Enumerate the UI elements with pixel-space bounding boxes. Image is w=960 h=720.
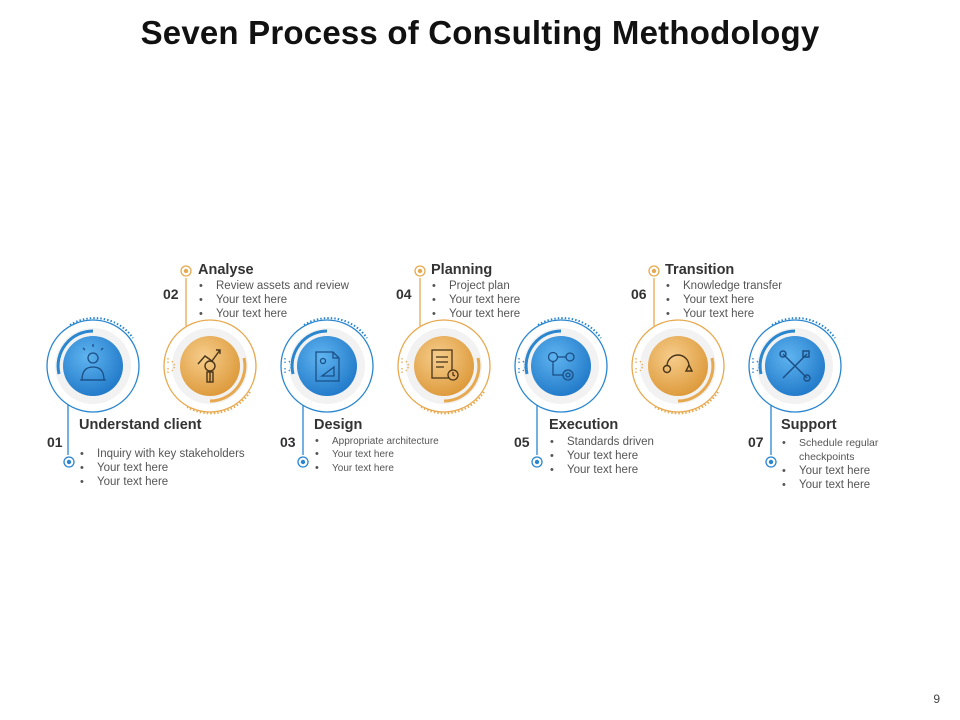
step-05-graphic — [514, 317, 608, 468]
bullet-item: Knowledge transfer — [665, 279, 782, 293]
page-number: 9 — [933, 692, 940, 706]
consultant-icon — [80, 344, 106, 381]
bullet-item: Project plan — [431, 279, 520, 293]
plan-document-icon — [431, 349, 459, 381]
step-07-graphic — [748, 317, 842, 468]
step-bullets: Inquiry with key stakeholders Your text … — [79, 447, 245, 489]
design-document-icon — [315, 351, 340, 382]
bullet-item: Your text here — [79, 461, 245, 475]
step-bullets: Schedule regular checkpoints Your text h… — [781, 437, 901, 492]
step-number: 06 — [631, 286, 647, 302]
bullet-item: Your text here — [549, 449, 654, 463]
step-number: 02 — [163, 286, 179, 302]
bullet-item: Schedule regular checkpoints — [781, 437, 901, 464]
analysis-chart-icon — [197, 349, 221, 383]
bullet-item: Your text here — [549, 463, 654, 477]
step-bullets: Standards driven Your text here Your tex… — [549, 435, 654, 477]
bullet-item: Your text here — [79, 475, 245, 489]
bullet-item: Your text here — [314, 462, 439, 476]
transition-cycle-icon — [662, 354, 694, 374]
gears-workflow-icon — [547, 351, 575, 381]
step-01-graphic — [46, 317, 140, 468]
step-bullets: Review assets and review Your text here … — [198, 279, 349, 321]
bullet-item: Your text here — [781, 478, 901, 492]
step-number: 04 — [396, 286, 412, 302]
bullet-item: Review assets and review — [198, 279, 349, 293]
step-title: Analyse — [198, 262, 254, 278]
bullet-item: Your text here — [665, 293, 782, 307]
step-04-graphic — [397, 265, 491, 415]
page-title: Seven Process of Consulting Methodology — [140, 14, 820, 51]
bullet-item: Your text here — [431, 293, 520, 307]
bullet-item: Your text here — [198, 307, 349, 321]
bullet-item: Your text here — [665, 307, 782, 321]
step-bullets: Appropriate architecture Your text here … — [314, 435, 439, 475]
step-title: Transition — [665, 262, 735, 278]
bullet-item: Your text here — [314, 448, 439, 462]
step-title: Design — [314, 417, 363, 433]
step-bullets: Project plan Your text here Your text he… — [431, 279, 520, 321]
step-title: Understand client — [79, 417, 202, 433]
bullet-item: Appropriate architecture — [314, 435, 439, 449]
step-02-graphic — [163, 265, 257, 415]
step-06-graphic — [631, 265, 725, 415]
bullet-item: Your text here — [431, 307, 520, 321]
bullet-item: Your text here — [781, 464, 901, 478]
step-number: 03 — [280, 434, 296, 450]
step-number: 05 — [514, 434, 530, 450]
step-number: 01 — [47, 434, 63, 450]
bullet-item: Your text here — [198, 293, 349, 307]
step-title: Planning — [431, 262, 493, 278]
bullet-item: Inquiry with key stakeholders — [79, 447, 245, 461]
tools-support-icon — [779, 350, 811, 382]
bullet-item: Standards driven — [549, 435, 654, 449]
step-title: Support — [781, 417, 837, 433]
step-bullets: Knowledge transfer Your text here Your t… — [665, 279, 782, 321]
step-number: 07 — [748, 434, 764, 450]
step-title: Execution — [549, 417, 619, 433]
